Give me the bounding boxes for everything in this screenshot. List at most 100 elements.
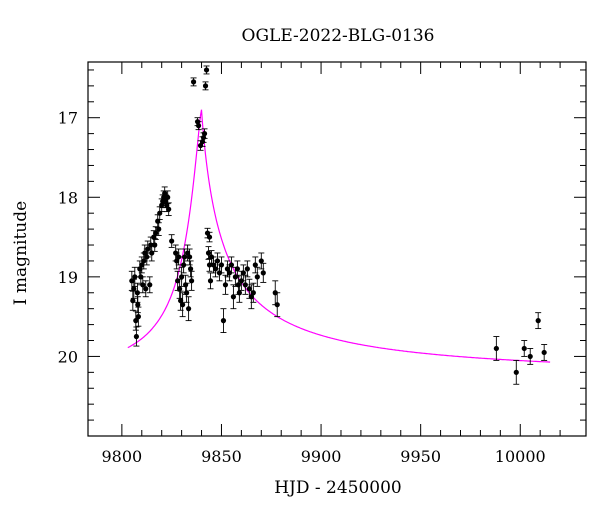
point-marker [220, 318, 227, 324]
data-point [513, 359, 520, 385]
point-marker [169, 238, 175, 244]
point-marker [190, 79, 197, 85]
point-marker [240, 270, 246, 276]
data-point [248, 284, 255, 310]
data-point [244, 260, 251, 278]
point-marker [131, 286, 137, 292]
point-marker [195, 123, 202, 129]
point-marker [187, 266, 194, 272]
point-marker [174, 258, 180, 264]
point-marker [197, 142, 204, 149]
x-tick-label: 9850 [201, 447, 242, 466]
data-point [165, 202, 172, 217]
data-point [164, 190, 171, 205]
point-marker [493, 345, 499, 352]
x-tick-label: 10000 [495, 447, 546, 466]
point-marker [234, 266, 240, 272]
data-point [177, 290, 184, 311]
point-marker [166, 206, 172, 212]
point-marker [180, 302, 186, 308]
point-marker [188, 278, 195, 284]
point-marker [176, 254, 182, 260]
data-point [181, 248, 188, 266]
point-marker [252, 262, 258, 268]
point-marker [258, 258, 264, 264]
point-marker [250, 290, 256, 296]
model-layer [127, 109, 551, 363]
data-point [234, 260, 241, 278]
data-point [535, 312, 542, 330]
point-marker [521, 345, 527, 352]
point-marker [246, 286, 252, 292]
data-point [134, 296, 141, 314]
y-tick-label: 17 [58, 109, 78, 128]
point-marker [535, 318, 541, 324]
point-marker [182, 254, 188, 260]
axis-ticks [88, 62, 586, 436]
point-marker [130, 298, 136, 304]
data-point [258, 252, 265, 270]
point-marker [145, 246, 151, 252]
point-marker [236, 290, 242, 296]
point-marker [143, 286, 149, 292]
data-point [185, 296, 192, 322]
model-curve [127, 109, 551, 363]
point-marker [218, 262, 225, 268]
point-marker [184, 290, 190, 296]
data-point [168, 234, 175, 248]
data-point [135, 306, 142, 327]
point-marker [541, 349, 547, 356]
data-point [142, 280, 149, 298]
data-point [493, 336, 500, 361]
point-marker [206, 234, 213, 240]
point-marker [133, 318, 139, 324]
data-point [218, 256, 225, 274]
x-tick-label: 9900 [301, 447, 342, 466]
data-point [260, 262, 267, 283]
point-marker [185, 250, 191, 256]
point-marker [186, 254, 193, 260]
data-point [151, 238, 158, 252]
data-point [201, 128, 208, 139]
chart-title: OGLE-2022-BLG-0136 [242, 26, 435, 46]
point-marker [224, 266, 231, 272]
point-marker [135, 302, 141, 308]
point-marker [156, 226, 162, 232]
point-marker [274, 302, 280, 308]
data-point [527, 348, 534, 365]
point-marker [244, 266, 250, 272]
point-marker [242, 282, 248, 288]
point-marker [152, 242, 158, 248]
data-point [190, 77, 197, 87]
data-point [129, 290, 136, 311]
point-marker [203, 67, 210, 73]
data-point [186, 248, 193, 266]
data-point [250, 282, 257, 303]
point-marker [248, 294, 254, 300]
y-tick-label: 20 [58, 347, 78, 366]
data-point [220, 308, 227, 334]
point-marker [133, 333, 140, 340]
data-point [521, 340, 528, 357]
point-marker [135, 314, 141, 320]
x-tick-label: 9800 [102, 447, 143, 466]
data-point [254, 266, 261, 287]
plot-frame [87, 61, 587, 437]
point-marker [134, 290, 141, 296]
point-marker [140, 282, 146, 288]
y-tick-label: 18 [58, 188, 78, 207]
point-marker [201, 131, 208, 137]
data-point [202, 81, 209, 91]
axis-tick-labels: 9800 9850 9900 9950 10000 17 18 19 20 [58, 109, 546, 466]
point-marker [207, 278, 214, 284]
data-point [240, 264, 247, 282]
data-point [206, 231, 213, 243]
data-point [175, 248, 182, 266]
data-point [205, 246, 212, 260]
point-marker [202, 83, 209, 89]
point-marker [260, 270, 266, 276]
data-point [222, 274, 229, 295]
data-point [144, 240, 151, 258]
x-tick-label: 9950 [400, 447, 441, 466]
